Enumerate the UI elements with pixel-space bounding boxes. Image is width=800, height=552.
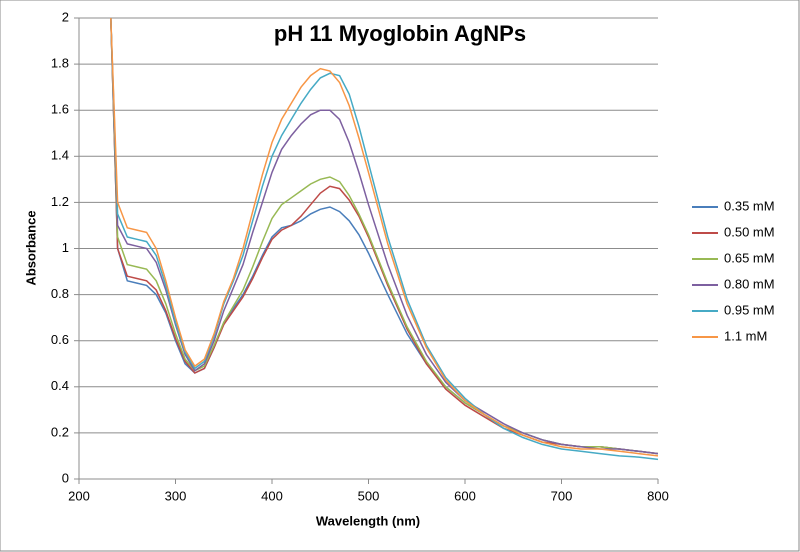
x-tick-label: 300 — [165, 488, 187, 503]
y-tick-label: 0.6 — [51, 332, 69, 347]
x-axis-title: Wavelength (nm) — [316, 513, 420, 528]
x-tick-label: 400 — [261, 488, 283, 503]
legend: 0.35 mM 0.50 mM 0.65 mM 0.80 mM 0.95 mM 1.1 m… — [692, 198, 775, 343]
legend-label: 0.80 mM — [724, 276, 775, 291]
x-tick-label: 600 — [454, 488, 476, 503]
series-line — [110, 18, 658, 457]
y-tick-label: 1.8 — [51, 56, 69, 71]
y-tick-label: 1.4 — [51, 148, 69, 163]
legend-label: 0.35 mM — [724, 198, 775, 213]
legend-label: 1.1 mM — [724, 328, 767, 343]
x-tick-label: 200 — [68, 488, 90, 503]
y-tick-label: 1 — [62, 240, 69, 255]
y-tick-label: 1.6 — [51, 102, 69, 117]
legend-label: 0.95 mM — [724, 302, 775, 317]
chart-title: pH 11 Myoglobin AgNPs — [274, 21, 526, 46]
x-tick-label: 500 — [358, 488, 380, 503]
y-axis-title: Absorbance — [23, 210, 38, 285]
y-tick-label: 2 — [62, 9, 69, 24]
x-tick-label: 700 — [551, 488, 573, 503]
y-tick-label: 0.4 — [51, 378, 69, 393]
y-tick-label: 0 — [62, 470, 69, 485]
x-tick-label: 800 — [647, 488, 669, 503]
y-tick-label: 0.8 — [51, 286, 69, 301]
series-line — [110, 18, 658, 461]
plot-lines — [110, 18, 658, 461]
y-tick-label: 0.2 — [51, 424, 69, 439]
legend-label: 0.50 mM — [724, 224, 775, 239]
y-tick-label: 1.2 — [51, 194, 69, 209]
legend-label: 0.65 mM — [724, 250, 775, 265]
